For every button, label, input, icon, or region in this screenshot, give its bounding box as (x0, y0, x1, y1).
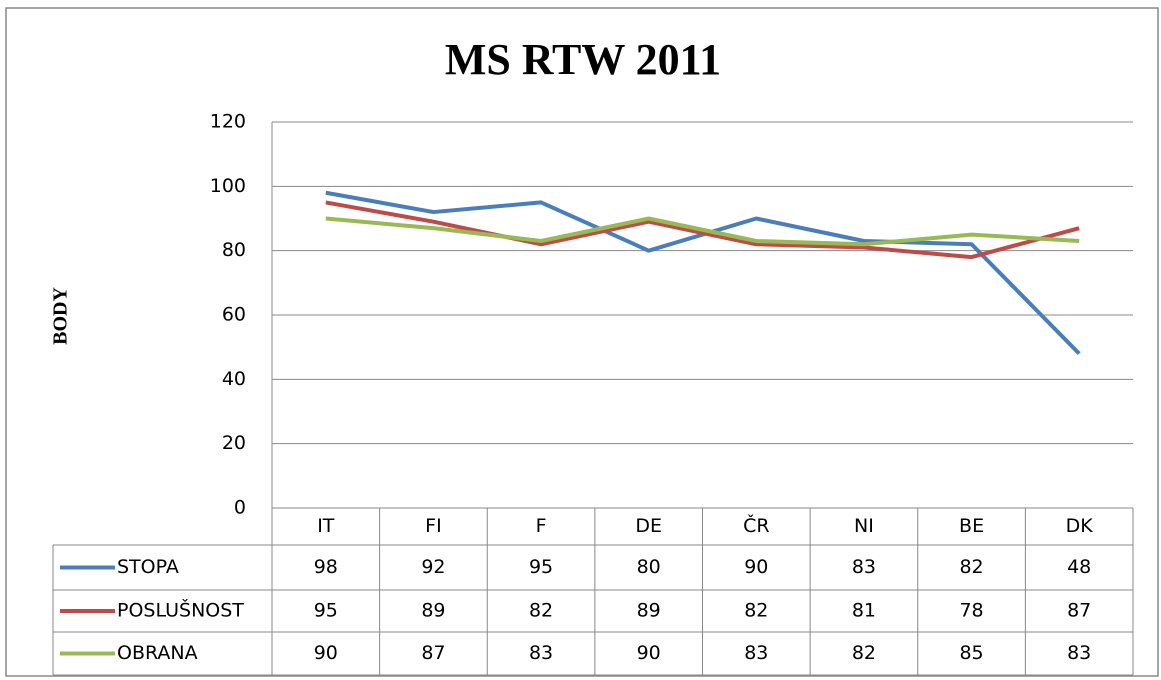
series-line (325, 200, 1080, 260)
table-cell: 85 (959, 642, 983, 664)
table-cell: 89 (421, 600, 445, 622)
legend-label: POSLUŠNOST (117, 598, 244, 622)
table-cell: 82 (959, 556, 983, 578)
series-line (325, 216, 1080, 247)
table-cell: 81 (852, 600, 876, 622)
y-tick-label: 80 (222, 239, 246, 261)
table-cell: 95 (314, 600, 338, 622)
legend-label: STOPA (117, 556, 179, 578)
table-cell: 95 (529, 556, 553, 578)
chart-frame (5, 7, 1159, 677)
table-cell: 82 (529, 600, 553, 622)
table-cell: 98 (314, 556, 338, 578)
y-tick-label: 40 (222, 368, 246, 390)
table-cell: 89 (637, 600, 661, 622)
table-cell: 87 (421, 642, 445, 664)
table-cell: 82 (744, 600, 768, 622)
x-tick-label: NI (854, 515, 874, 537)
y-tick-label: 120 (210, 111, 246, 133)
table-cell: 48 (1067, 556, 1091, 578)
table-cell: 87 (1067, 600, 1091, 622)
x-tick-label: F (536, 515, 547, 537)
table-cell: 78 (959, 600, 983, 622)
y-tick-label: 60 (222, 304, 246, 326)
chart-title: MS RTW 2011 (445, 35, 721, 84)
x-tick-label: IT (317, 515, 335, 537)
table-cell: 83 (1067, 642, 1091, 664)
x-tick-label: DE (635, 515, 662, 537)
x-tick-label: BE (959, 515, 984, 537)
table-cell: 90 (314, 642, 338, 664)
y-tick-label: 0 (234, 497, 246, 519)
legend-label: OBRANA (117, 642, 198, 664)
table-cell: 83 (529, 642, 553, 664)
y-tick-label: 100 (210, 175, 246, 197)
table-cell: 92 (421, 556, 445, 578)
x-tick-label: FI (425, 515, 442, 537)
x-tick-label: ČR (743, 513, 769, 537)
table-cell: 90 (637, 642, 661, 664)
table-cell: 90 (744, 556, 768, 578)
y-axis-label: BODY (50, 287, 72, 345)
x-tick-label: DK (1066, 515, 1094, 537)
table-cell: 83 (852, 556, 876, 578)
table-cell: 82 (852, 642, 876, 664)
table-cell: 83 (744, 642, 768, 664)
y-tick-label: 20 (222, 432, 246, 454)
table-cell: 80 (637, 556, 661, 578)
